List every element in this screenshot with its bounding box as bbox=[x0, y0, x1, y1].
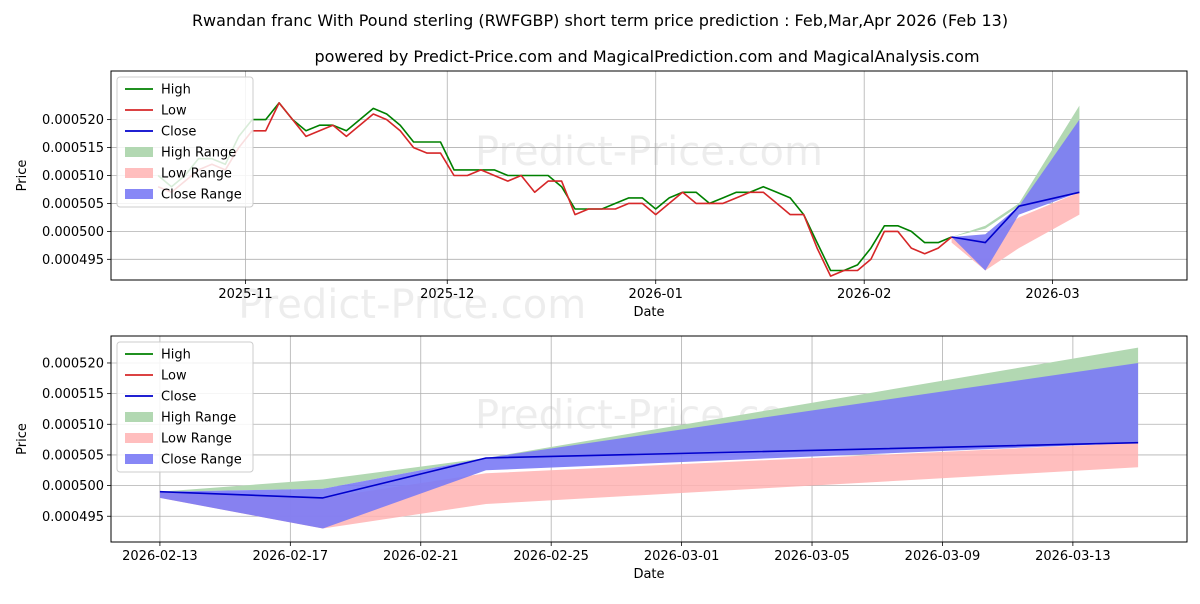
plot-area bbox=[159, 347, 1139, 529]
low-line bbox=[157, 102, 953, 277]
x-tick-label: 2026-03-09 bbox=[905, 549, 981, 564]
chart-subtitle: powered by Predict-Price.com and Magical… bbox=[314, 47, 979, 66]
x-tick-label: 2026-03 bbox=[1025, 287, 1079, 302]
legend-label: Low bbox=[161, 104, 187, 119]
y-tick-label: 0.000510 bbox=[42, 418, 104, 433]
legend-label: High Range bbox=[161, 146, 236, 161]
y-tick-label: 0.000505 bbox=[42, 197, 104, 212]
axes-frame bbox=[110, 335, 1188, 543]
x-tick-label: 2026-02-21 bbox=[383, 549, 459, 564]
x-tick-label: 2025-12 bbox=[420, 287, 474, 302]
close-line bbox=[159, 441, 1139, 499]
plot-area bbox=[157, 102, 1080, 277]
legend-label: Low Range bbox=[161, 432, 232, 447]
legend-label: High Range bbox=[161, 411, 236, 426]
high-line bbox=[157, 102, 952, 272]
y-tick-label: 0.000500 bbox=[42, 479, 104, 494]
y-tick-label: 0.000500 bbox=[42, 225, 104, 240]
legend-label: Close bbox=[161, 390, 196, 405]
x-axis-label: Date bbox=[633, 305, 664, 320]
legend-label: Close bbox=[161, 125, 196, 140]
legend-swatch-high-range bbox=[125, 412, 153, 422]
chart-title: Rwandan franc With Pound sterling (RWFGB… bbox=[192, 11, 1008, 30]
close-range-band bbox=[159, 363, 1139, 529]
x-tick-label: 2026-03-01 bbox=[644, 549, 720, 564]
close-range-band bbox=[951, 119, 1080, 271]
legend-label: High bbox=[161, 83, 191, 98]
close-line bbox=[951, 191, 1080, 244]
y-tick-label: 0.000515 bbox=[42, 387, 104, 402]
y-tick-label: 0.000520 bbox=[42, 356, 104, 371]
x-tick-label: 2026-02-25 bbox=[513, 549, 589, 564]
legend-label: Low bbox=[161, 369, 187, 384]
legend-swatch-low-range bbox=[125, 433, 153, 443]
x-tick-label: 2026-02 bbox=[837, 287, 891, 302]
legend-swatch-close-range bbox=[125, 454, 153, 464]
y-tick-label: 0.000495 bbox=[42, 253, 104, 268]
legend-label: Close Range bbox=[161, 188, 242, 203]
legend-swatch-high-range bbox=[125, 147, 153, 157]
y-tick-label: 0.000505 bbox=[42, 448, 104, 463]
low-range-band bbox=[159, 442, 1139, 529]
y-axis-label: Price bbox=[15, 160, 30, 192]
x-tick-label: 2026-03-13 bbox=[1035, 549, 1111, 564]
axes-frame bbox=[110, 70, 1188, 281]
x-axis-label: Date bbox=[633, 567, 664, 582]
top-panel: Predict-Price.comPredict-Price.com2025-1… bbox=[15, 70, 1188, 328]
y-tick-label: 0.000495 bbox=[42, 510, 104, 525]
x-tick-label: 2026-02-13 bbox=[122, 549, 198, 564]
legend-swatch-close-range bbox=[125, 189, 153, 199]
legend-label: High bbox=[161, 348, 191, 363]
y-tick-label: 0.000515 bbox=[42, 141, 104, 156]
x-tick-label: 2026-01 bbox=[629, 287, 683, 302]
legend-label: Close Range bbox=[161, 453, 242, 468]
legend-swatch-low-range bbox=[125, 168, 153, 178]
y-tick-label: 0.000520 bbox=[42, 113, 104, 128]
y-axis-label: Price bbox=[15, 423, 30, 455]
x-tick-label: 2026-02-17 bbox=[253, 549, 329, 564]
y-tick-label: 0.000510 bbox=[42, 169, 104, 184]
watermark-text: Predict-Price.com bbox=[238, 282, 586, 328]
x-tick-label: 2026-03-05 bbox=[774, 549, 850, 564]
legend-label: Low Range bbox=[161, 167, 232, 182]
x-tick-label: 2025-11 bbox=[218, 287, 272, 302]
watermark-text: Predict-Price.com bbox=[475, 129, 823, 175]
